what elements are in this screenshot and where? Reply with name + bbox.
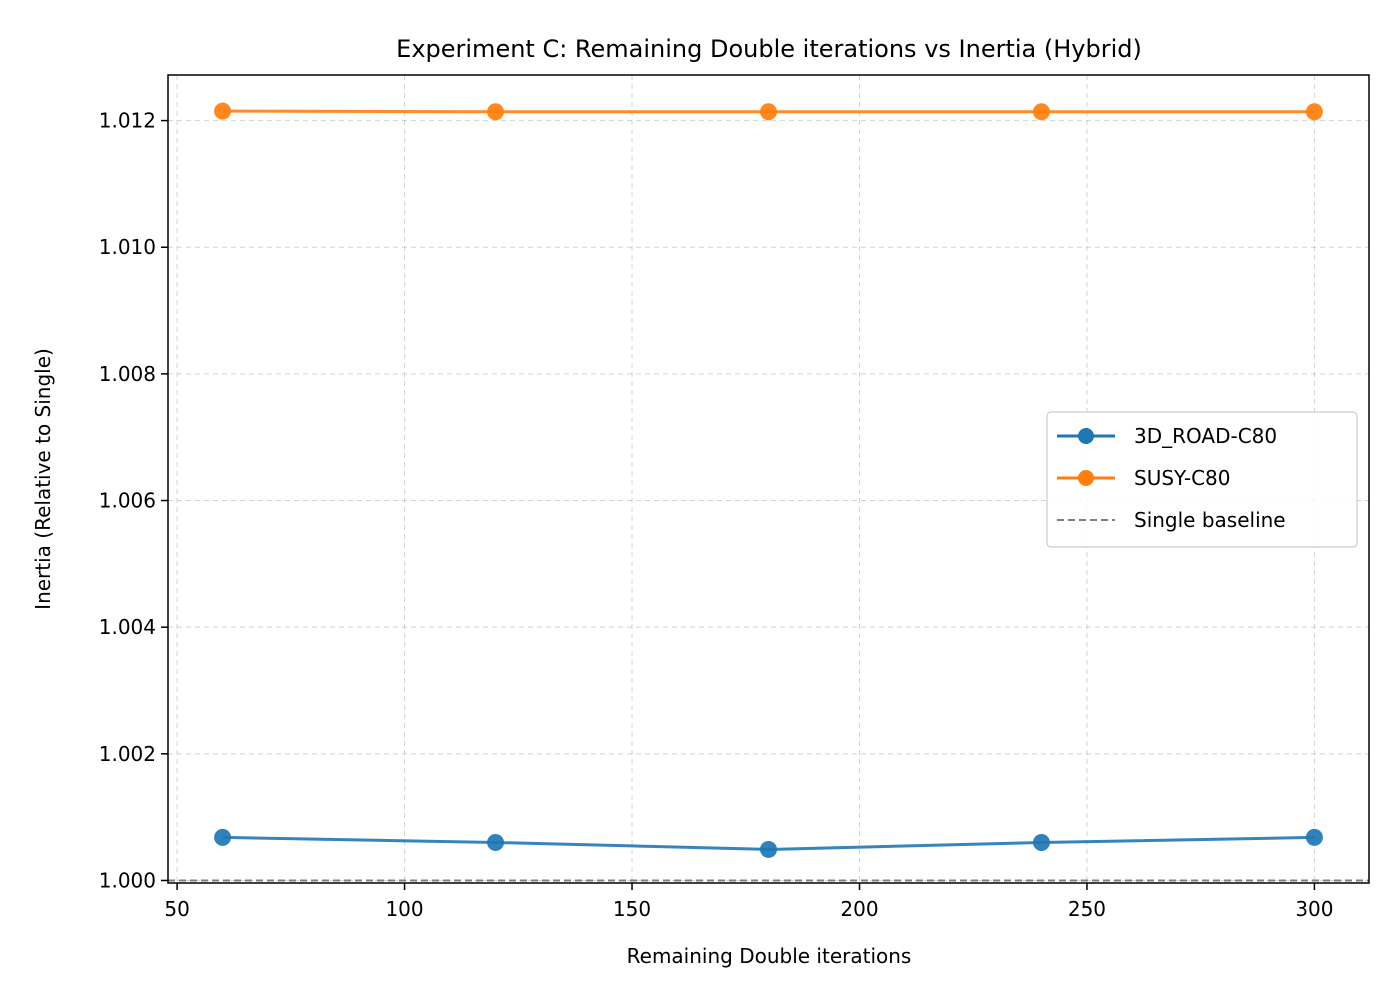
data-point-susy-c80 xyxy=(1305,103,1323,121)
data-point-3d-road-c80 xyxy=(214,828,232,846)
y-tick-label: 1.010 xyxy=(99,235,156,259)
legend-marker-susy xyxy=(1078,470,1094,486)
x-tick-label: 150 xyxy=(613,897,651,921)
y-tick-label: 1.000 xyxy=(99,868,156,892)
legend-label-baseline: Single baseline xyxy=(1134,508,1286,532)
chart-title: Experiment C: Remaining Double iteration… xyxy=(396,35,1142,63)
x-tick-label: 200 xyxy=(840,897,878,921)
legend: 3D_ROAD-C80 SUSY-C80 Single baseline xyxy=(1046,411,1358,548)
legend-marker-3d-road xyxy=(1078,428,1094,444)
x-tick-label: 250 xyxy=(1068,897,1106,921)
y-axis-title: Inertia (Relative to Single) xyxy=(31,348,55,610)
legend-label-3d-road: 3D_ROAD-C80 xyxy=(1134,424,1277,448)
series-layer xyxy=(214,102,1323,858)
data-point-3d-road-c80 xyxy=(760,840,777,858)
x-axis-title: Remaining Double iterations xyxy=(627,944,912,968)
data-point-susy-c80 xyxy=(1032,103,1050,121)
plot-frame xyxy=(167,74,1370,884)
y-tick-label: 1.006 xyxy=(99,489,156,513)
data-point-3d-road-c80 xyxy=(1032,833,1050,851)
data-point-susy-c80 xyxy=(760,103,777,121)
x-tick-label: 300 xyxy=(1295,897,1333,921)
axis-ticks: 50 100 150 200 250 300 1.000 1.002 1.004 1.006 1.0… xyxy=(99,109,1334,921)
x-tick-label: 50 xyxy=(164,897,189,921)
data-point-susy-c80 xyxy=(214,102,232,120)
y-tick-label: 1.002 xyxy=(99,742,156,766)
y-tick-label: 1.012 xyxy=(99,109,156,133)
legend-label-susy: SUSY-C80 xyxy=(1134,466,1231,490)
data-point-3d-road-c80 xyxy=(1305,828,1323,846)
legend-box xyxy=(1046,411,1358,548)
x-tick-label: 100 xyxy=(385,897,423,921)
y-tick-label: 1.008 xyxy=(99,362,156,386)
data-point-3d-road-c80 xyxy=(487,833,505,851)
data-point-susy-c80 xyxy=(487,103,505,121)
y-tick-label: 1.004 xyxy=(99,615,156,639)
